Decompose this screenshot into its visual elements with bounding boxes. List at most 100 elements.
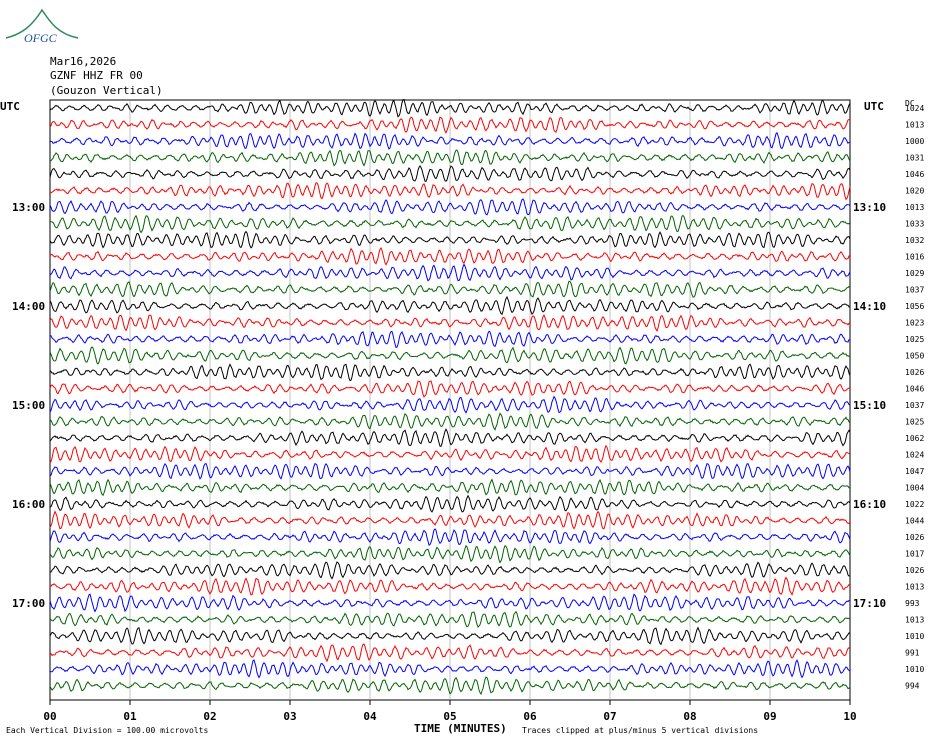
x-tick-label: 02 <box>203 710 216 723</box>
seismic-trace <box>49 182 851 201</box>
seismic-trace <box>49 246 851 266</box>
seismic-trace <box>49 214 851 234</box>
seismic-trace <box>49 643 851 663</box>
seismic-trace <box>49 99 851 118</box>
dc-offset-label: 1000 <box>905 137 924 146</box>
seismic-trace <box>49 428 851 447</box>
seismic-trace <box>49 676 851 696</box>
dc-offset-label: 1037 <box>905 401 924 410</box>
x-tick-label: 03 <box>283 710 296 723</box>
dc-offset-label: 1013 <box>905 583 924 592</box>
right-hour-label: 15:10 <box>853 399 886 412</box>
seismic-trace <box>49 478 851 497</box>
x-tick-label: 05 <box>443 710 456 723</box>
seismic-trace <box>49 263 851 282</box>
dc-offset-label: 1013 <box>905 121 924 130</box>
dc-offset-label: 1026 <box>905 533 924 542</box>
seismic-trace <box>49 295 850 316</box>
dc-offset-label: 1024 <box>905 104 924 113</box>
dc-offset-label: 1013 <box>905 616 924 625</box>
division-note: Each Vertical Division = 100.00 microvol… <box>6 726 209 735</box>
x-tick-label: 01 <box>123 710 137 723</box>
dc-offset-label: 1022 <box>905 500 924 509</box>
dc-offset-label: 1013 <box>905 203 924 212</box>
clip-note: Traces clipped at plus/minus 5 vertical … <box>522 726 759 735</box>
svg-text:OFGC: OFGC <box>24 31 58 44</box>
dc-offset-label: 1047 <box>905 467 924 476</box>
right-hour-label: 14:10 <box>853 300 886 313</box>
seismic-trace <box>50 561 851 580</box>
seismic-trace <box>49 230 851 249</box>
dc-offset-label: 1020 <box>905 187 924 196</box>
header-site: (Gouzon Vertical) <box>50 84 163 97</box>
x-tick-label: 06 <box>523 710 537 723</box>
header-station: GZNF HHZ FR 00 <box>50 69 143 82</box>
dc-offset-label: 1024 <box>905 451 924 460</box>
ofgc-logo: OFGC <box>5 8 79 44</box>
dc-offset-label: 1004 <box>905 484 924 493</box>
seismic-trace <box>49 412 851 431</box>
dc-offset-label: 1044 <box>905 517 924 526</box>
dc-offset-label: 994 <box>905 682 920 691</box>
seismic-trace <box>49 131 851 150</box>
dc-offset-label: 1046 <box>905 170 924 179</box>
x-tick-label: 04 <box>363 710 377 723</box>
x-tick-label: 08 <box>683 710 696 723</box>
dc-offset-label: 1031 <box>905 154 924 163</box>
x-tick-label: 07 <box>603 710 616 723</box>
x-tick-label: 00 <box>43 710 56 723</box>
left-hour-label: 14:00 <box>12 300 45 313</box>
seismic-trace <box>49 593 851 613</box>
seismic-trace <box>49 280 851 298</box>
seismic-trace <box>49 544 851 564</box>
x-tick-label: 09 <box>763 710 776 723</box>
seismic-trace <box>49 659 851 679</box>
right-utc-label: UTC <box>864 100 884 113</box>
seismic-trace <box>49 313 851 332</box>
dc-offset-label: 1017 <box>905 550 924 559</box>
seismic-trace <box>49 363 851 382</box>
seismic-trace <box>49 626 851 646</box>
dc-offset-label: 1010 <box>905 665 924 674</box>
dc-offset-label: 1056 <box>905 302 924 311</box>
seismic-trace <box>49 576 851 596</box>
dc-offset-label: 1026 <box>905 566 924 575</box>
header-date: Mar16,2026 <box>50 55 117 68</box>
right-hour-label: 13:10 <box>853 201 886 214</box>
x-tick-label: 10 <box>843 710 856 723</box>
right-hour-label: 16:10 <box>853 498 886 511</box>
seismic-trace <box>49 510 851 530</box>
seismic-trace <box>49 380 851 398</box>
seismic-trace <box>49 346 851 365</box>
dc-offset-label: 1025 <box>905 335 924 344</box>
seismic-trace <box>49 462 851 480</box>
dc-offset-label: 1050 <box>905 352 924 361</box>
seismic-trace <box>49 528 851 546</box>
left-utc-label: UTC <box>0 100 20 113</box>
dc-offset-label: 1033 <box>905 220 924 229</box>
dc-offset-label: 1026 <box>905 368 924 377</box>
dc-offset-label: 1062 <box>905 434 924 443</box>
dc-offset-label: 1023 <box>905 319 924 328</box>
dc-offset-label: 1046 <box>905 385 924 394</box>
left-hour-label: 17:00 <box>12 597 45 610</box>
left-hour-label: 15:00 <box>12 399 45 412</box>
seismic-trace <box>49 395 851 414</box>
seismic-trace <box>49 149 851 167</box>
dc-header-label: DC <box>905 99 915 108</box>
x-axis-label: TIME (MINUTES) <box>414 722 507 735</box>
dc-offset-label: 1032 <box>905 236 924 245</box>
seismic-trace <box>49 164 851 182</box>
seismic-trace <box>49 198 851 216</box>
dc-offset-label: 991 <box>905 649 920 658</box>
left-hour-label: 13:00 <box>12 201 45 214</box>
seismic-trace <box>49 494 851 513</box>
dc-offset-label: 1010 <box>905 632 924 641</box>
seismic-trace <box>49 444 851 464</box>
dc-offset-label: 1025 <box>905 418 924 427</box>
dc-offset-label: 1029 <box>905 269 924 278</box>
left-hour-label: 16:00 <box>12 498 45 511</box>
right-hour-label: 17:10 <box>853 597 886 610</box>
dc-offset-label: 993 <box>905 599 920 608</box>
